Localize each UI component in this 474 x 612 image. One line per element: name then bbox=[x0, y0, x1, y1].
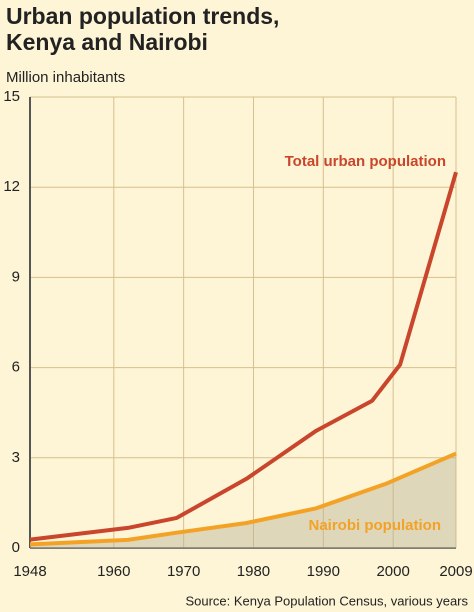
series-label: Nairobi population bbox=[309, 517, 442, 534]
y-tick-label: 9 bbox=[12, 268, 20, 285]
x-tick-label: 1970 bbox=[167, 563, 200, 580]
y-tick-label: 12 bbox=[3, 178, 20, 195]
x-tick-label: 1948 bbox=[13, 563, 46, 580]
y-axis-label: Million inhabitants bbox=[6, 69, 125, 86]
series-label: Total urban population bbox=[285, 153, 446, 170]
x-tick-label: 1990 bbox=[307, 563, 340, 580]
source: Source: Kenya Population Census, various… bbox=[185, 593, 468, 608]
line bbox=[29, 171, 458, 542]
y-tick-label: 6 bbox=[12, 359, 20, 376]
y-tick-label: 15 bbox=[3, 88, 20, 105]
line bbox=[29, 451, 457, 547]
x-tick-label: 1980 bbox=[237, 563, 270, 580]
chart-title: Urban population trends, bbox=[6, 3, 279, 29]
y-tick-label: 0 bbox=[12, 539, 20, 556]
x-tick-label: 2000 bbox=[376, 563, 409, 580]
chart-title: Kenya and Nairobi bbox=[6, 29, 208, 55]
x-tick-label: 1960 bbox=[97, 563, 130, 580]
y-tick-label: 3 bbox=[12, 449, 20, 466]
x-tick-label: 2009 bbox=[439, 563, 472, 580]
area bbox=[30, 453, 456, 548]
